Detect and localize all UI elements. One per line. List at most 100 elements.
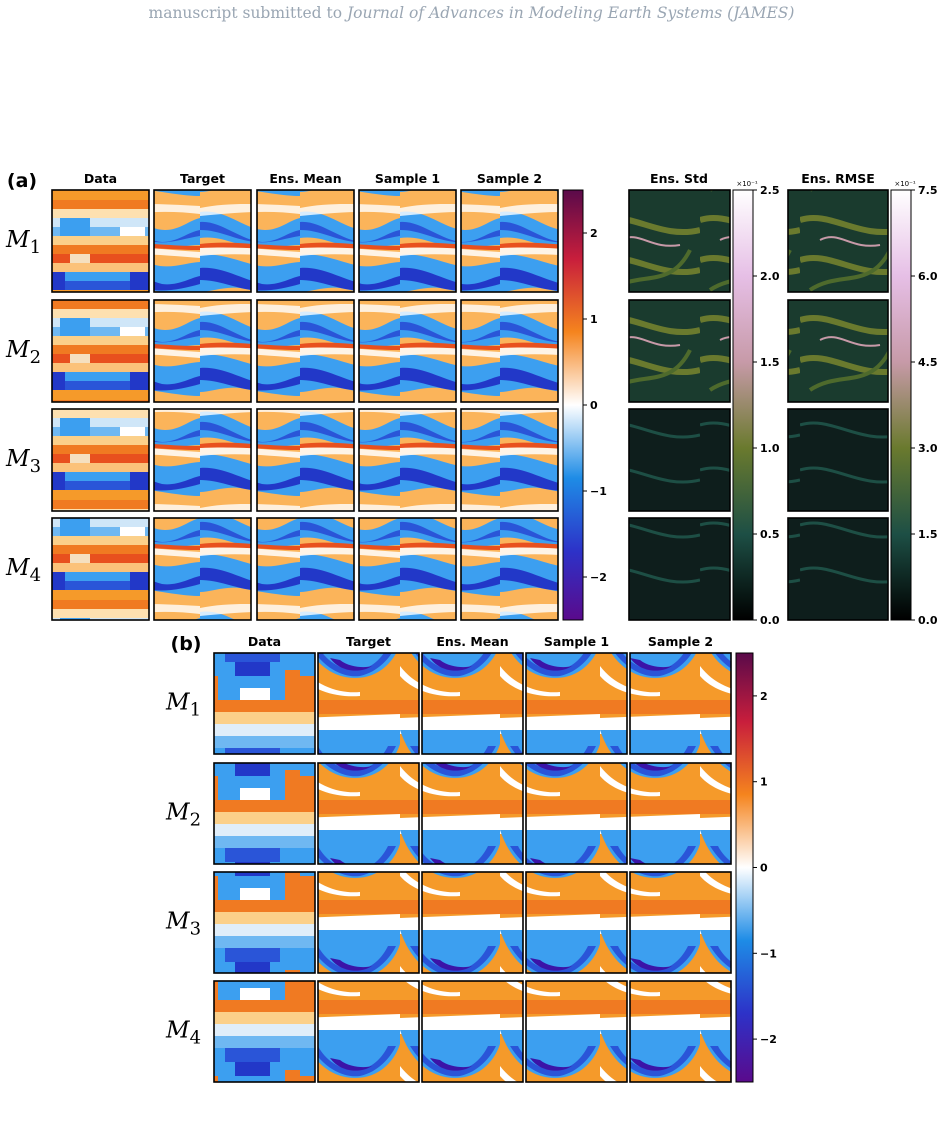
panel-b-field-colorbar-tick-label: −2 — [760, 1033, 777, 1046]
panel-a-data-tile — [51, 299, 150, 403]
panel-a-rmse-colorbar-multiplier: ×10⁻¹ — [894, 180, 915, 188]
panel-b-field-tile — [629, 652, 732, 755]
panel-a-field-tile — [460, 517, 559, 621]
panel-a-std-colorbar-tick-label: 2.0 — [760, 270, 780, 283]
panel-a-column-title: Ens. Mean — [269, 171, 341, 186]
panel-a-std-colorbar — [732, 189, 754, 621]
panel-a-rmse-colorbar — [890, 189, 912, 621]
panel-b-field-tile — [629, 871, 732, 974]
panel-a-field-tile — [153, 299, 252, 403]
panel-a-field-colorbar-tick-label: −2 — [590, 571, 607, 584]
panel-a-std-colorbar-tick-label: 1.5 — [760, 356, 780, 369]
panel-a-rmse-colorbar-tick-label: 3.0 — [918, 442, 938, 455]
panel-a-rmse-colorbar-tick-label: 0.0 — [918, 614, 938, 627]
figure-content: (a) Data Target Ens. Mean Sample 1 Sample 2 M1… — [5, 170, 938, 1083]
panel-a-tag: (a) — [7, 170, 37, 192]
panel-a-field-colorbar — [562, 189, 584, 621]
panel-a-std-tile — [628, 408, 731, 512]
panel-a-field-tile — [358, 189, 457, 293]
panel-b-data-tile — [213, 980, 316, 1083]
panel-b-field-tile — [421, 980, 524, 1083]
panel-b-field-tile — [525, 762, 628, 865]
panel-b-row-label: M4 — [165, 1018, 201, 1049]
panel-b-field-colorbar — [735, 652, 754, 1083]
panel-a-row-label: M4 — [5, 555, 41, 586]
panel-a-std-colorbar-tick-label: 0.5 — [760, 528, 780, 541]
header-prefix: manuscript submitted to — [148, 4, 347, 22]
panel-a-column-title: Sample 1 — [375, 171, 440, 186]
panel-a-field-colorbar-tick-label: −1 — [590, 485, 607, 498]
panel-a-row-label: M3 — [5, 446, 41, 477]
panel-b-row-label: M3 — [165, 909, 201, 940]
panel-a-row-label: M1 — [5, 227, 41, 258]
panel-b-column-title: Sample 1 — [544, 634, 609, 649]
panel-a-field-tile — [153, 189, 252, 293]
panel-b-column-title: Ens. Mean — [436, 634, 508, 649]
panel-a-data-tile — [51, 189, 150, 293]
panel-a-rmse-colorbar-tick-label: 6.0 — [918, 270, 938, 283]
panel-a-rmse-tile — [787, 517, 889, 621]
panel-a-field-tile — [358, 299, 457, 403]
panel-b-field-tile — [525, 871, 628, 974]
panel-a-field-colorbar-tick-label: 1 — [590, 313, 598, 326]
panel-b-field-tile — [629, 980, 732, 1083]
panel-a-field-colorbar-tick-label: 0 — [590, 399, 598, 412]
panel-a-field-tile — [358, 408, 457, 512]
panel-a-row-label: M2 — [5, 337, 41, 368]
panel-b-field-tile — [317, 762, 420, 865]
panel-a-std-tile — [628, 517, 731, 621]
panel-a-rmse-title: Ens. RMSE — [801, 171, 875, 186]
panel-b-field-tile — [421, 762, 524, 865]
panel-b-tag: (b) — [171, 633, 202, 655]
panel-a-rmse-colorbar-tick-label: 4.5 — [918, 356, 938, 369]
panel-b-field-tile — [525, 980, 628, 1083]
panel-a-rmse-tile — [787, 408, 889, 512]
panel-b-data-tile — [213, 871, 316, 974]
panel-a-std-tile — [628, 189, 731, 293]
panel-b-data-tile — [213, 762, 316, 865]
panel-a-field-tile — [153, 517, 252, 621]
panel-b-field-tile — [525, 652, 628, 755]
panel-b-field-tile — [421, 871, 524, 974]
panel-a-field-tile — [153, 408, 252, 512]
panel-a-column-title: Data — [84, 171, 117, 186]
panel-a-rmse-tile — [787, 299, 889, 403]
page-header: manuscript submitted to Journal of Advan… — [0, 4, 943, 22]
panel-a-field-tile — [460, 408, 559, 512]
panel-b-row-label: M1 — [165, 690, 201, 721]
panel-a-rmse-colorbar-tick-label: 1.5 — [918, 528, 938, 541]
panel-a-field-tile — [358, 517, 457, 621]
panel-a-std-colorbar-tick-label: 0.0 — [760, 614, 780, 627]
panel-a-field-tile — [460, 189, 559, 293]
panel-b-field-tile — [629, 762, 732, 865]
panel-a-field-tile — [460, 299, 559, 403]
panel-a-field-tile — [256, 408, 355, 512]
panel-b-field-colorbar-tick-label: −1 — [760, 947, 777, 960]
panel-b-field-tile — [421, 652, 524, 755]
panel-a-std-colorbar-multiplier: ×10⁻¹ — [736, 180, 757, 188]
panel-b-field-tile — [317, 871, 420, 974]
panel-b-field-colorbar-tick-label: 1 — [760, 776, 768, 789]
panel-a-field-tile — [256, 189, 355, 293]
panel-b-field-colorbar-tick-label: 2 — [760, 690, 768, 703]
header-journal: Journal of Advances in Modeling Earth Sy… — [346, 4, 795, 22]
panel-b-row-label: M2 — [165, 800, 201, 831]
panel-b-column-title: Sample 2 — [648, 634, 713, 649]
panel-a-rmse-tile — [787, 189, 889, 293]
panel-a-std-colorbar-tick-label: 2.5 — [760, 184, 780, 197]
panel-b-data-tile — [213, 652, 316, 755]
panel-a-field-colorbar-tick-label: 2 — [590, 227, 598, 240]
panel-b-field-colorbar-tick-label: 0 — [760, 862, 768, 875]
panel-a-std-title: Ens. Std — [650, 171, 708, 186]
panel-b-column-title: Target — [346, 634, 391, 649]
panel-a-std-tile — [628, 299, 731, 403]
panel-b-field-tile — [317, 652, 420, 755]
panel-a-data-tile — [51, 517, 150, 621]
panel-a-std-colorbar-tick-label: 1.0 — [760, 442, 780, 455]
panel-a-data-tile — [51, 408, 150, 512]
panel-b-field-tile — [317, 980, 420, 1083]
panel-a-field-tile — [256, 299, 355, 403]
panel-b-column-title: Data — [248, 634, 281, 649]
panel-a-rmse-colorbar-tick-label: 7.5 — [918, 184, 938, 197]
